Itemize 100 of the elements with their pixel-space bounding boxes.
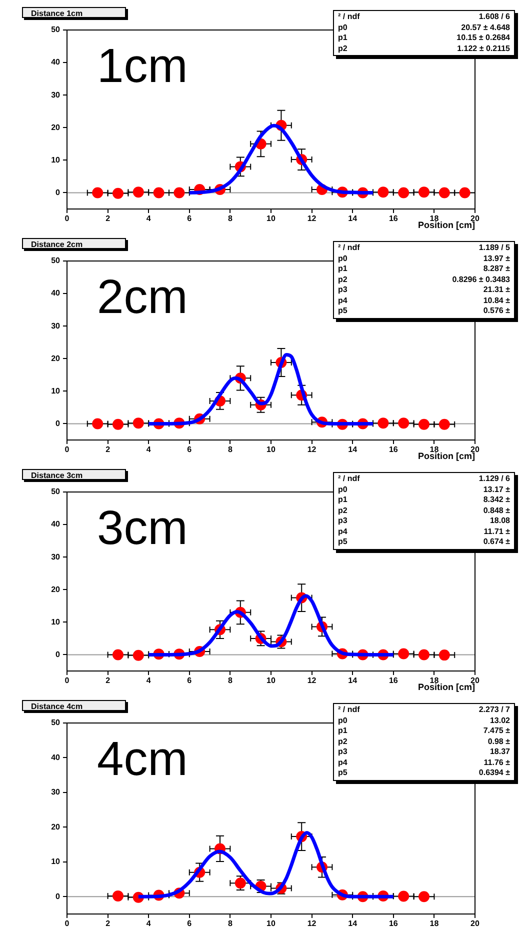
point [459,187,470,198]
y-tick-label: 20 [51,822,61,832]
x-tick-label: 2 [106,919,111,928]
x-tick-label: 18 [430,919,440,928]
point [418,418,430,430]
x-tick-label: 10 [266,676,276,686]
point [92,418,104,430]
point [153,187,164,198]
point [378,186,389,198]
y-tick-label: 10 [51,617,61,626]
y-tick-label: 20 [51,354,61,363]
text: p0 13.02 [338,716,510,724]
x-tick-label: 0 [64,445,70,454]
point [398,418,410,429]
x-tick-label: 16 [388,676,398,686]
x-tick-label: 16 [388,445,398,454]
point [112,649,124,660]
x-tick-label: 14 [348,919,358,928]
text: p4 11.76 ± [338,758,510,766]
text: p4 10.84 ± [338,296,510,304]
y-tick-label: 40 [51,752,61,762]
x-tick-label: 0 [64,676,70,686]
text: p1 10.15 ± 0.2684 [338,33,510,42]
x-tick-label: 10 [266,214,276,224]
x-tick-label: 8 [228,919,233,928]
x-tick-label: 2 [106,445,111,454]
x-tick-label: 10 [266,445,276,454]
x-tick-label: 14 [348,676,358,686]
y-tick-label: 10 [51,155,61,164]
text: ² / ndf 1.189 / 5 [338,243,510,252]
x-tick-label: 10 [266,919,276,928]
x-tick-label: 4 [146,919,152,928]
text: p1 7.475 ± [338,726,510,735]
text: p3 21.31 ± [338,285,510,294]
x-tick-label: 8 [228,445,233,454]
x-tick-label: 12 [307,676,317,686]
text: p2 1.122 ± 0.2115 [338,44,510,52]
y-tick-label: 30 [51,90,61,100]
x-tick-label: 6 [187,676,192,686]
point [418,649,430,660]
x-tick-label: 4 [146,676,152,686]
y-tick-label: 0 [56,892,61,901]
y-tick-label: 0 [56,418,61,428]
point [132,650,144,661]
text: p1 8.287 ± [338,264,510,273]
text: p0 13.97 ± [338,254,510,262]
text: ² / ndf 1.129 / 6 [338,474,510,483]
x-tick-label: 2 [106,214,111,224]
x-tick-label: 6 [187,214,192,224]
point [132,186,144,198]
y-tick-label: 30 [51,552,61,562]
y-tick-label: 50 [51,718,61,728]
x-tick-label: 12 [307,919,317,928]
x-tick-label: 4 [146,445,152,454]
text: p2 0.848 ± [338,506,510,514]
point [92,187,104,198]
y-tick-label: 0 [56,650,61,659]
x-tick-label: 8 [228,676,233,686]
x-tick-label: 0 [64,214,70,224]
point [112,890,124,902]
y-tick-label: 0 [56,188,61,197]
point [418,186,430,198]
point [378,418,389,429]
point [174,187,185,198]
annotation: 1cm [97,40,188,93]
y-tick-label: 30 [51,788,61,797]
x-axis-title: Position [cm] [418,220,475,230]
text: p4 11.71 ± [338,526,510,536]
x-axis-title: Position [cm] [418,682,475,692]
x-tick-label: 14 [348,445,358,454]
text: p5 0.6394 ± [338,768,510,777]
x-tick-label: 16 [388,214,398,224]
x-tick-label: 8 [228,214,233,224]
point [438,418,450,430]
y-tick-label: 10 [51,857,61,866]
point [438,650,450,661]
y-tick-label: 40 [51,288,61,298]
y-tick-label: 20 [51,584,61,594]
text: p2 0.98 ± [338,736,510,746]
y-tick-label: 50 [51,487,61,496]
text: ² / ndf 1.608 / 6 [338,12,510,21]
chart-title: Distance 3cm [22,469,126,480]
y-tick-label: 50 [51,256,61,266]
y-tick-label: 50 [51,25,61,34]
y-tick-label: 40 [51,520,61,529]
x-tick-label: 12 [307,214,317,224]
x-axis-title: Position [cm] [418,451,475,462]
point [112,418,124,430]
x-tick-label: 2 [106,676,111,686]
chart-title: Distance 4cm [22,700,126,711]
point [398,187,410,198]
point [112,188,124,199]
point [418,891,430,902]
text: p1 8.342 ± [338,495,510,504]
point [438,187,450,198]
x-tick-label: 6 [187,919,192,928]
text: p2 0.8296 ± 0.3483 [338,274,510,284]
x-tick-label: 14 [348,214,358,224]
text: p0 20.57 ± 4.648 [338,22,510,32]
point [398,648,410,660]
